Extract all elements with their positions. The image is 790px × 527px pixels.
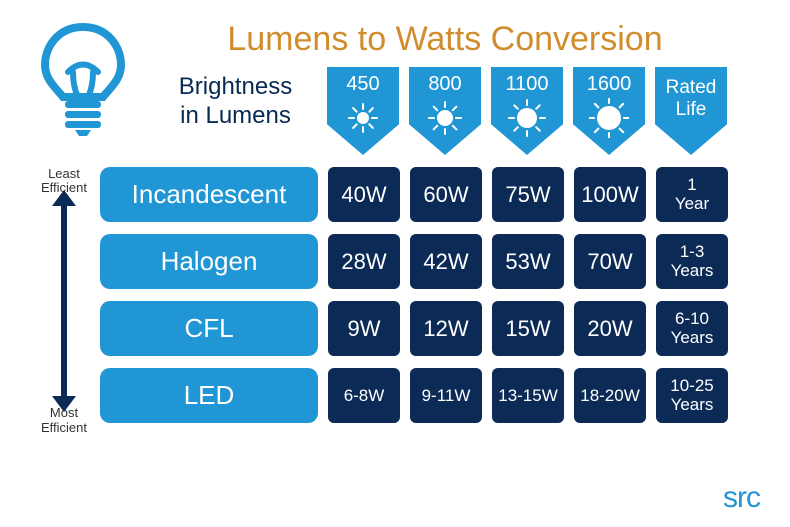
lumen-column-450: 450 xyxy=(327,67,399,155)
sun-icon xyxy=(573,98,645,138)
rated-life-cell: 10-25Years xyxy=(656,368,728,423)
lumen-value: 450 xyxy=(327,73,399,96)
watt-cell: 40W xyxy=(328,167,400,222)
subtitle-line2: in Lumens xyxy=(148,102,323,131)
watt-cell: 20W xyxy=(574,301,646,356)
watt-cell: 75W xyxy=(492,167,564,222)
rated-life-cell: 6-10Years xyxy=(656,301,728,356)
watt-cell: 12W xyxy=(410,301,482,356)
conversion-rows: Incandescent40W60W75W100W1Year Halogen28W… xyxy=(100,167,762,435)
table-row: CFL9W12W15W20W6-10Years xyxy=(100,301,762,356)
header-row: Brightness in Lumens 450 800 1100 1600 Rated… xyxy=(28,67,762,155)
watt-cell: 42W xyxy=(410,234,482,289)
rated-life-header: RatedLife xyxy=(655,67,727,155)
table-row: LED6-8W9-11W13-15W18-20W10-25Years xyxy=(100,368,762,423)
lightbulb-icon xyxy=(28,17,148,142)
bulb-type-label: Halogen xyxy=(100,234,318,289)
bulb-type-label: CFL xyxy=(100,301,318,356)
lumen-value: 1600 xyxy=(573,73,645,96)
lumen-column-1600: 1600 xyxy=(573,67,645,155)
watt-cell: 18-20W xyxy=(574,368,646,423)
watt-cell: 53W xyxy=(492,234,564,289)
watt-cell: 13-15W xyxy=(492,368,564,423)
watt-cell: 60W xyxy=(410,167,482,222)
lumen-value: 800 xyxy=(409,73,481,96)
watt-cell: 100W xyxy=(574,167,646,222)
bulb-type-label: LED xyxy=(100,368,318,423)
subtitle-line1: Brightness xyxy=(148,73,323,102)
bulb-type-label: Incandescent xyxy=(100,167,318,222)
watt-cell: 15W xyxy=(492,301,564,356)
sun-icon xyxy=(327,98,399,138)
lumen-column-800: 800 xyxy=(409,67,481,155)
rated-life-cell: 1Year xyxy=(656,167,728,222)
watt-cell: 6-8W xyxy=(328,368,400,423)
table-row: Halogen28W42W53W70W1-3Years xyxy=(100,234,762,289)
watt-cell: 9-11W xyxy=(410,368,482,423)
subtitle: Brightness in Lumens xyxy=(148,67,323,131)
sun-icon xyxy=(491,98,563,138)
table-row: Incandescent40W60W75W100W1Year xyxy=(100,167,762,222)
rated-life-cell: 1-3Years xyxy=(656,234,728,289)
column-headers: 450 800 1100 1600 RatedLife xyxy=(323,67,762,155)
efficiency-scale: LeastEfficient MostEfficient xyxy=(28,167,100,435)
watt-cell: 28W xyxy=(328,234,400,289)
watt-cell: 70W xyxy=(574,234,646,289)
lumen-value: 1100 xyxy=(491,73,563,96)
efficiency-arrow xyxy=(61,202,67,401)
src-logo: src xyxy=(723,481,760,515)
sun-icon xyxy=(409,98,481,138)
watt-cell: 9W xyxy=(328,301,400,356)
lumen-column-1100: 1100 xyxy=(491,67,563,155)
